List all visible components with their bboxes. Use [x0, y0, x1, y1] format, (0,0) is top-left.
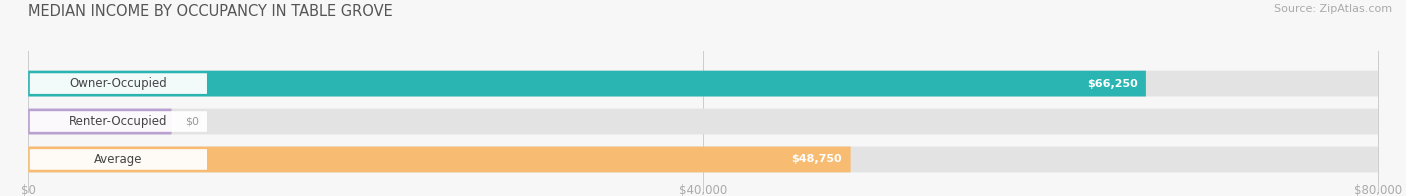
FancyBboxPatch shape — [28, 71, 1146, 96]
Text: $66,250: $66,250 — [1087, 79, 1137, 89]
Text: $48,750: $48,750 — [792, 154, 842, 164]
Text: MEDIAN INCOME BY OCCUPANCY IN TABLE GROVE: MEDIAN INCOME BY OCCUPANCY IN TABLE GROV… — [28, 4, 392, 19]
Text: Average: Average — [94, 153, 142, 166]
Text: Owner-Occupied: Owner-Occupied — [69, 77, 167, 90]
Text: Renter-Occupied: Renter-Occupied — [69, 115, 167, 128]
FancyBboxPatch shape — [30, 111, 207, 132]
FancyBboxPatch shape — [28, 109, 1378, 134]
FancyBboxPatch shape — [30, 149, 207, 170]
FancyBboxPatch shape — [30, 73, 207, 94]
FancyBboxPatch shape — [28, 109, 172, 134]
FancyBboxPatch shape — [28, 147, 1378, 172]
FancyBboxPatch shape — [28, 71, 1378, 96]
Text: Source: ZipAtlas.com: Source: ZipAtlas.com — [1274, 4, 1392, 14]
FancyBboxPatch shape — [28, 147, 851, 172]
Text: $0: $0 — [186, 116, 200, 127]
